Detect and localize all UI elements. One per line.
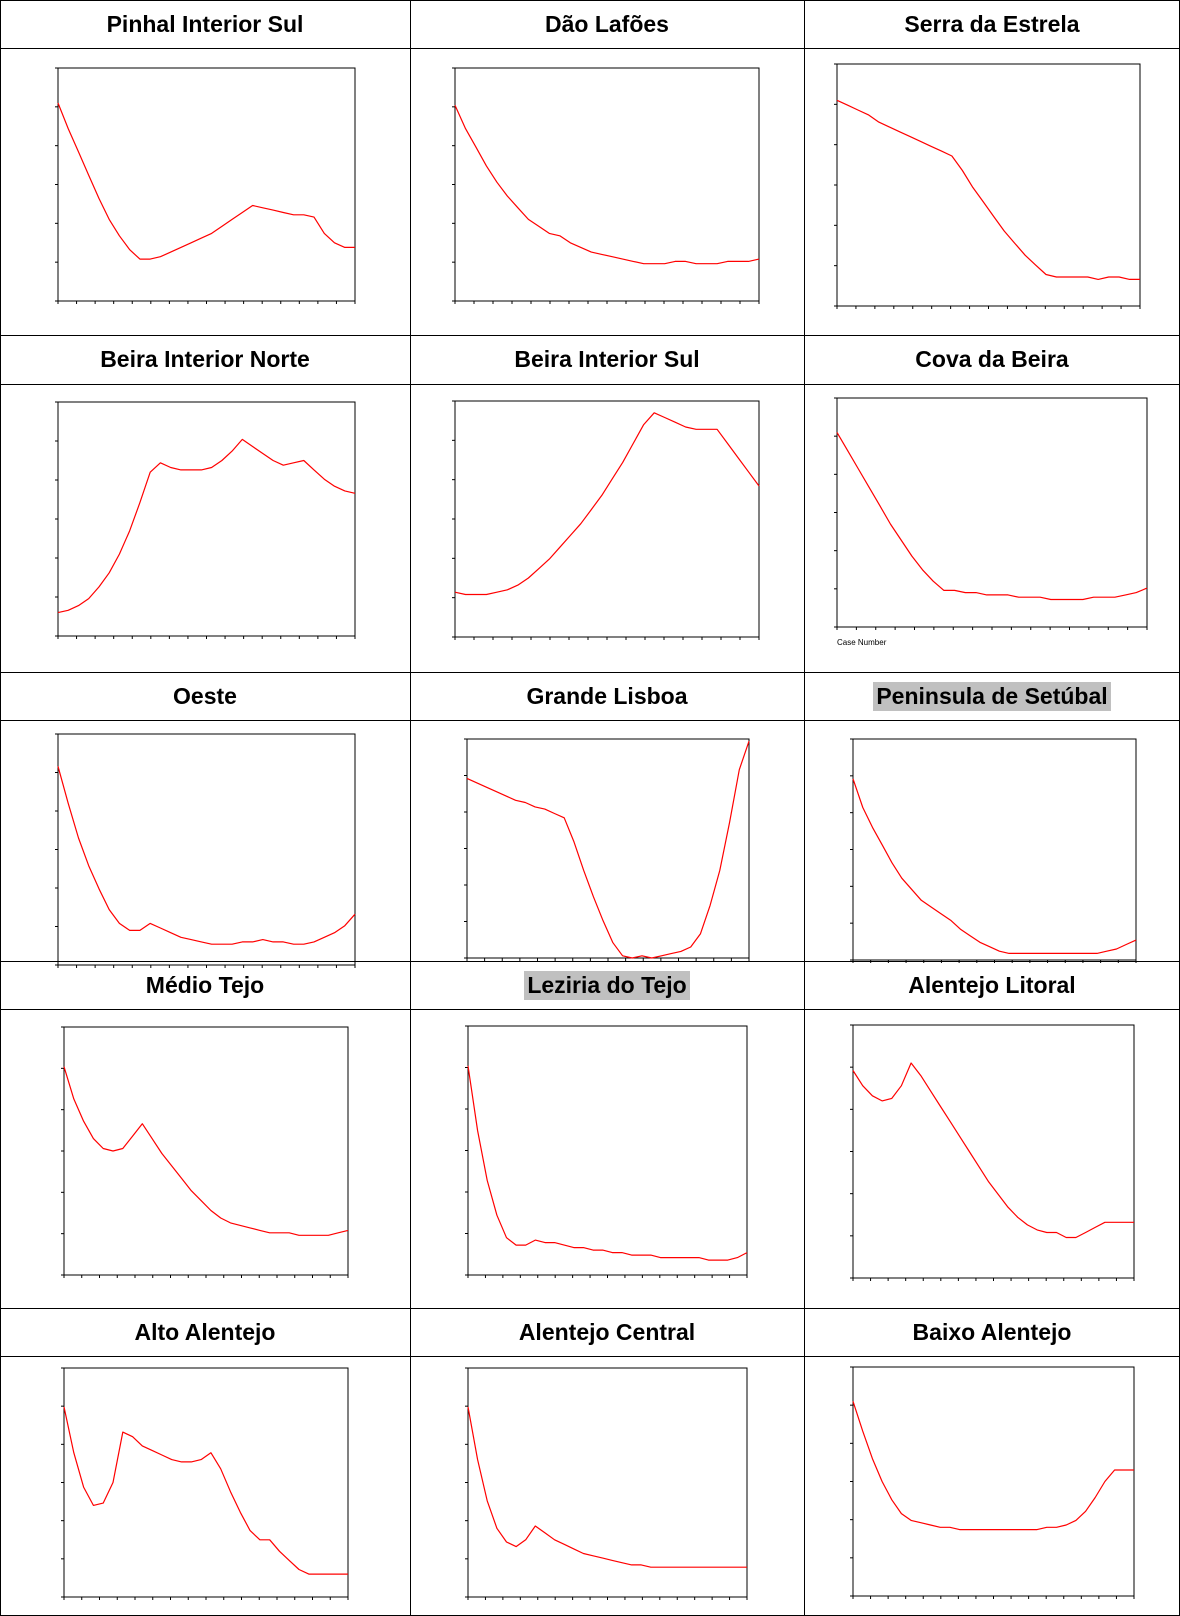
region-title: Alto Alentejo bbox=[134, 1318, 276, 1345]
table-rule-v bbox=[804, 0, 805, 1616]
region-header: Leziria do Tejo bbox=[410, 961, 804, 1009]
series-line bbox=[852, 1401, 1134, 1531]
plot-frame bbox=[57, 67, 356, 302]
table-rule-h bbox=[0, 1009, 1180, 1010]
table-rule-h bbox=[0, 720, 1180, 721]
series-line bbox=[836, 99, 1140, 280]
region-header: Cova da Beira bbox=[804, 335, 1180, 384]
table-rule-h bbox=[0, 672, 1180, 673]
plot-frame bbox=[467, 1025, 748, 1276]
table-rule-h bbox=[0, 48, 1180, 49]
region-title: Grande Lisboa bbox=[526, 682, 688, 709]
series-line bbox=[57, 766, 356, 945]
plot-frame bbox=[852, 738, 1137, 961]
table-rule-h bbox=[0, 1308, 1180, 1309]
series-line bbox=[57, 102, 355, 260]
line-chart bbox=[834, 63, 1141, 309]
table-rule-v bbox=[410, 0, 411, 1616]
region-title: Alentejo Central bbox=[518, 1318, 696, 1345]
region-header: Oeste bbox=[0, 672, 410, 720]
plot-frame bbox=[454, 67, 760, 302]
series-line bbox=[852, 1062, 1134, 1239]
region-title: Alentejo Litoral bbox=[908, 971, 1076, 998]
table-rule-h bbox=[0, 335, 1180, 336]
region-title: Beira Interior Sul bbox=[514, 346, 700, 372]
region-title: Oeste bbox=[173, 682, 237, 709]
region-header: Beira Interior Sul bbox=[410, 335, 804, 384]
region-title: Cova da Beira bbox=[915, 346, 1069, 372]
region-title: Beira Interior Norte bbox=[100, 346, 310, 372]
series-line bbox=[467, 1065, 748, 1261]
region-title: Pinhal Interior Sul bbox=[106, 10, 304, 37]
region-header: Serra da Estrela bbox=[804, 0, 1180, 48]
plot-frame bbox=[57, 401, 356, 637]
plot-frame bbox=[852, 1366, 1135, 1597]
series-line bbox=[57, 438, 356, 614]
series-line bbox=[454, 105, 760, 265]
region-header: Alentejo Central bbox=[410, 1308, 804, 1356]
line-chart bbox=[61, 1026, 349, 1278]
plot-frame bbox=[63, 1367, 349, 1598]
plot-frame bbox=[467, 1367, 748, 1598]
line-chart bbox=[452, 67, 760, 304]
series-line bbox=[63, 1406, 348, 1575]
line-chart bbox=[850, 1366, 1135, 1599]
region-header: Dão Lafões bbox=[410, 0, 804, 48]
line-chart bbox=[465, 1367, 748, 1600]
plot-frame bbox=[63, 1026, 349, 1276]
region-header: Beira Interior Norte bbox=[0, 335, 410, 384]
region-header: Grande Lisboa bbox=[410, 672, 804, 720]
plot-frame bbox=[852, 1024, 1135, 1279]
series-line bbox=[63, 1066, 349, 1236]
region-title: Médio Tejo bbox=[145, 971, 265, 998]
table-rule-v bbox=[0, 0, 1, 1616]
region-header: Alentejo Litoral bbox=[804, 961, 1180, 1009]
table-rule-h bbox=[0, 384, 1180, 385]
line-chart bbox=[55, 733, 356, 968]
series-line bbox=[466, 741, 750, 959]
region-header: Pinhal Interior Sul bbox=[0, 0, 410, 48]
region-header: Peninsula de Setúbal bbox=[804, 672, 1180, 720]
region-title: Peninsula de Setúbal bbox=[873, 681, 1111, 711]
line-chart bbox=[850, 738, 1137, 963]
series-line bbox=[852, 778, 1137, 955]
series-line bbox=[836, 432, 1148, 601]
plot-frame bbox=[454, 400, 760, 638]
plot-frame bbox=[57, 733, 356, 966]
region-title: Serra da Estrela bbox=[904, 10, 1080, 37]
line-chart: Case Number bbox=[834, 397, 1148, 647]
table-rule-h bbox=[0, 0, 1180, 1]
line-chart bbox=[61, 1367, 349, 1600]
plot-frame bbox=[466, 738, 750, 959]
line-chart bbox=[850, 1024, 1135, 1281]
line-chart bbox=[55, 401, 356, 639]
x-axis-label: Case Number bbox=[837, 638, 887, 647]
line-chart bbox=[55, 67, 356, 304]
line-chart bbox=[465, 1025, 748, 1278]
plot-frame bbox=[836, 63, 1141, 307]
region-header: Médio Tejo bbox=[0, 961, 410, 1009]
series-line bbox=[467, 1406, 747, 1568]
region-title: Dão Lafões bbox=[545, 10, 669, 37]
region-title: Baixo Alentejo bbox=[912, 1318, 1072, 1345]
series-line bbox=[454, 412, 760, 596]
region-header: Baixo Alentejo bbox=[804, 1308, 1180, 1356]
region-title: Leziria do Tejo bbox=[524, 970, 690, 1000]
table-rule-h bbox=[0, 1356, 1180, 1357]
line-chart bbox=[452, 400, 760, 640]
table-rule-h bbox=[0, 961, 1180, 962]
line-chart bbox=[464, 738, 750, 961]
region-header: Alto Alentejo bbox=[0, 1308, 410, 1356]
